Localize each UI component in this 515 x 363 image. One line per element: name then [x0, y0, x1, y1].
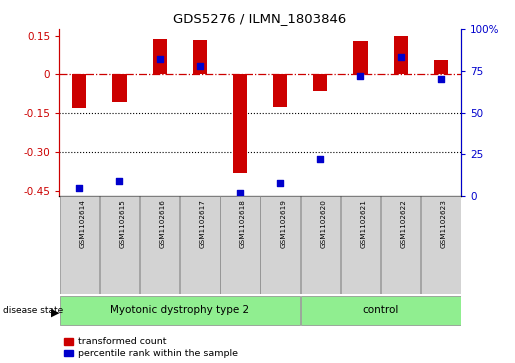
Bar [341, 196, 380, 294]
Text: Myotonic dystrophy type 2: Myotonic dystrophy type 2 [110, 305, 249, 315]
Text: ▶: ▶ [52, 307, 60, 317]
Title: GDS5276 / ILMN_1803846: GDS5276 / ILMN_1803846 [174, 12, 347, 25]
Text: GSM1102615: GSM1102615 [119, 199, 126, 248]
Text: GSM1102620: GSM1102620 [320, 199, 327, 248]
Bar [60, 196, 99, 294]
Bar [421, 196, 460, 294]
Bar [60, 295, 300, 325]
Bar [301, 295, 460, 325]
Bar [72, 74, 87, 108]
Text: GSM1102616: GSM1102616 [160, 199, 166, 248]
Bar [301, 196, 340, 294]
Point [156, 56, 164, 62]
Bar [273, 74, 287, 107]
Text: GSM1102622: GSM1102622 [401, 199, 407, 248]
Point [397, 54, 405, 60]
Bar [220, 196, 260, 294]
Bar [180, 196, 219, 294]
Point [196, 63, 204, 69]
Text: disease state: disease state [3, 306, 63, 315]
Bar [193, 40, 207, 74]
Text: GSM1102618: GSM1102618 [240, 199, 246, 248]
Text: GSM1102621: GSM1102621 [360, 199, 367, 248]
Point [75, 185, 83, 191]
Point [236, 190, 244, 196]
Bar [233, 74, 247, 173]
Point [276, 180, 284, 185]
Text: GSM1102623: GSM1102623 [441, 199, 447, 248]
Bar [393, 36, 408, 74]
Point [437, 76, 445, 82]
Bar [434, 60, 448, 74]
Bar [313, 74, 328, 91]
Bar [353, 41, 368, 74]
Bar [152, 40, 167, 74]
Bar [261, 196, 300, 294]
Text: GSM1102619: GSM1102619 [280, 199, 286, 248]
Text: control: control [363, 305, 399, 315]
Text: GSM1102614: GSM1102614 [79, 199, 85, 248]
Bar [112, 74, 127, 102]
Point [316, 156, 324, 162]
Bar [100, 196, 139, 294]
Point [356, 73, 365, 79]
Bar [381, 196, 420, 294]
Legend: transformed count, percentile rank within the sample: transformed count, percentile rank withi… [64, 338, 238, 358]
Point [115, 178, 124, 184]
Text: GSM1102617: GSM1102617 [200, 199, 206, 248]
Bar [140, 196, 179, 294]
